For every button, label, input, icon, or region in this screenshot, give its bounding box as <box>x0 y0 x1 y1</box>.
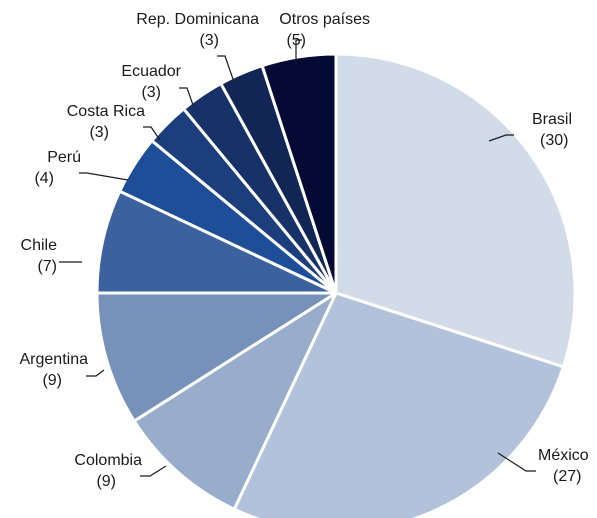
value-label-brasil: (30) <box>540 132 568 149</box>
leader-line-colombia <box>140 465 167 477</box>
value-label-argentina: (9) <box>42 372 62 389</box>
leader-line-costa-rica <box>143 126 161 141</box>
slice-brasil <box>334 52 577 369</box>
label-costa-rica: Costa Rica <box>67 103 145 120</box>
slice-labels: Brasil (30) México (27) Colombia (9) Argentina… <box>20 11 589 490</box>
label-chile: Chile <box>21 237 58 254</box>
label-otros-paises: Otros países <box>279 11 370 28</box>
label-ecuador: Ecuador <box>121 63 181 80</box>
slice-colombia <box>132 291 338 511</box>
leader-line-mexico <box>497 452 536 472</box>
label-mexico: México <box>538 447 589 464</box>
value-label-colombia: (9) <box>96 473 116 490</box>
leader-line-ecuador <box>179 87 194 106</box>
leader-line-rep-dominicana <box>217 55 235 83</box>
label-rep-dominicana: Rep. Dominicana <box>136 11 259 28</box>
label-brasil: Brasil <box>532 111 572 128</box>
label-colombia: Colombia <box>74 452 142 469</box>
value-label-mexico: (27) <box>553 468 581 485</box>
value-label-rep-dominicana: (3) <box>199 32 219 49</box>
value-label-costa-rica: (3) <box>89 124 109 141</box>
value-label-chile: (7) <box>37 258 57 275</box>
pie-slices <box>95 52 577 518</box>
slice-otros-paises <box>260 52 338 295</box>
slice-chile <box>95 189 338 295</box>
value-label-ecuador: (3) <box>141 84 161 101</box>
slice-mexico <box>232 291 565 518</box>
leader-line-brasil <box>488 134 514 142</box>
leader-line-otros-paises <box>295 39 302 66</box>
value-label-peru: (4) <box>34 170 54 187</box>
leader-lines <box>59 39 536 477</box>
value-label-otros-paises: (5) <box>286 32 306 49</box>
slice-argentina <box>95 291 338 423</box>
leader-line-argentina <box>86 369 105 377</box>
label-peru: Perú <box>47 149 81 166</box>
label-argentina: Argentina <box>20 351 89 368</box>
leader-line-peru <box>79 172 129 181</box>
